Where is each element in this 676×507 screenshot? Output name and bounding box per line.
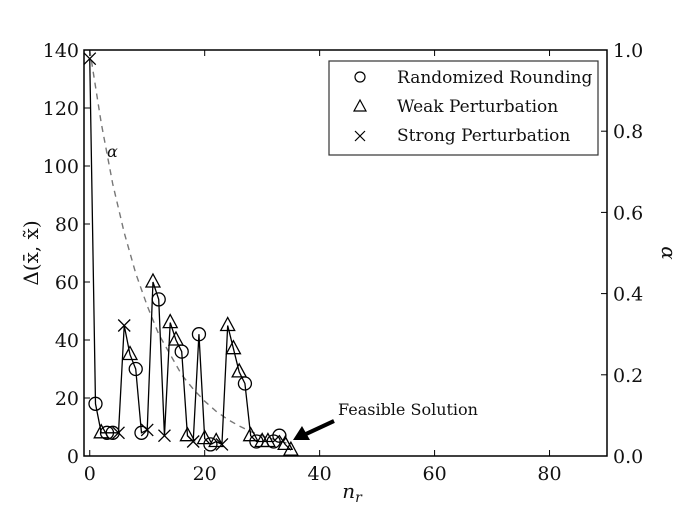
circle-marker-icon <box>151 292 166 307</box>
x-tick-label: 80 <box>537 463 561 485</box>
y-tick-label: 0 <box>67 446 79 468</box>
y-axis-label: Δ(x̄, x̃) <box>19 220 43 285</box>
y-tick-label: 60 <box>55 272 79 294</box>
x-tick-label: 60 <box>422 463 446 485</box>
circle-marker-icon <box>237 376 253 391</box>
y-tick-label: 20 <box>55 388 79 410</box>
alpha-annotation: α <box>107 142 118 161</box>
x-tick-label: 40 <box>308 463 332 485</box>
triangle-marker-icon <box>282 440 299 456</box>
x-marker-icon <box>354 130 366 142</box>
x-marker-icon <box>112 426 125 440</box>
circle-marker-icon <box>128 361 143 377</box>
triangle-marker-icon <box>179 426 196 442</box>
x-marker-icon <box>83 52 97 66</box>
plot-area <box>83 49 299 456</box>
triangle-marker-icon <box>93 423 110 439</box>
triangle-marker-icon <box>144 272 162 288</box>
triangle-marker-icon <box>121 345 139 361</box>
x-marker-icon <box>158 429 171 443</box>
triangle-marker-icon <box>277 435 294 451</box>
triangle-marker-icon <box>352 98 368 112</box>
y-tick-label: 120 <box>43 98 79 120</box>
circle-marker-icon <box>134 425 149 440</box>
triangle-marker-icon <box>225 339 242 355</box>
circle-marker-icon <box>88 396 103 411</box>
x-tick-label: 0 <box>84 463 96 485</box>
x-marker-icon <box>186 435 200 448</box>
y-tick-label: 100 <box>43 156 79 178</box>
circle-marker-icon <box>354 71 366 83</box>
x-marker-icon <box>215 437 229 451</box>
legend-label-weak: Weak Perturbation <box>397 97 558 117</box>
legend-box <box>328 60 599 156</box>
alpha-curve <box>89 49 292 445</box>
y-right-tick-label: 0.0 <box>613 446 643 468</box>
circle-marker-icon <box>272 428 287 443</box>
y-right-tick-label: 0.2 <box>613 365 643 387</box>
triangle-marker-icon <box>196 429 213 445</box>
delta-line <box>89 58 292 451</box>
x-axis-label: nr <box>342 479 363 506</box>
y-tick-label: 40 <box>55 330 79 352</box>
y-tick-label: 80 <box>55 214 79 236</box>
y-tick-label: 140 <box>43 40 79 62</box>
axes-frame <box>83 49 608 457</box>
circle-marker-icon <box>191 327 207 342</box>
triangle-marker-icon <box>167 330 185 346</box>
circle-marker-icon <box>203 437 218 452</box>
arrow-icon <box>293 419 335 440</box>
y-right-tick-label: 0.4 <box>613 284 643 306</box>
legend-label-strong: Strong Perturbation <box>397 126 570 146</box>
triangle-marker-icon <box>162 313 179 329</box>
y-right-tick-label: 0.8 <box>613 121 643 143</box>
y-right-tick-label: 1.0 <box>613 40 643 62</box>
triangle-marker-icon <box>242 426 259 442</box>
triangle-marker-icon <box>231 362 248 378</box>
y-axis-right-label: α <box>657 246 676 260</box>
triangle-marker-icon <box>259 432 277 448</box>
triangle-marker-icon <box>219 316 236 332</box>
circle-marker-icon <box>174 344 189 359</box>
x-marker-icon <box>140 423 154 437</box>
legend-label-randomized: Randomized Rounding <box>397 68 592 88</box>
legend: Randomized Rounding Weak Perturbation St… <box>328 60 599 156</box>
feasible-solution-annotation: Feasible Solution <box>338 400 478 419</box>
axis-ticks: 0 20 40 60 80 0 20 40 60 80 100 120 140 0.0 0.2 0.4 0.6 0… <box>43 40 643 485</box>
triangle-marker-icon <box>208 432 225 448</box>
circle-marker-icon <box>99 425 115 440</box>
x-tick-label: 20 <box>193 463 217 485</box>
circle-marker-icon <box>266 434 281 449</box>
y-right-tick-label: 0.6 <box>613 202 643 224</box>
x-marker-icon <box>117 319 131 332</box>
